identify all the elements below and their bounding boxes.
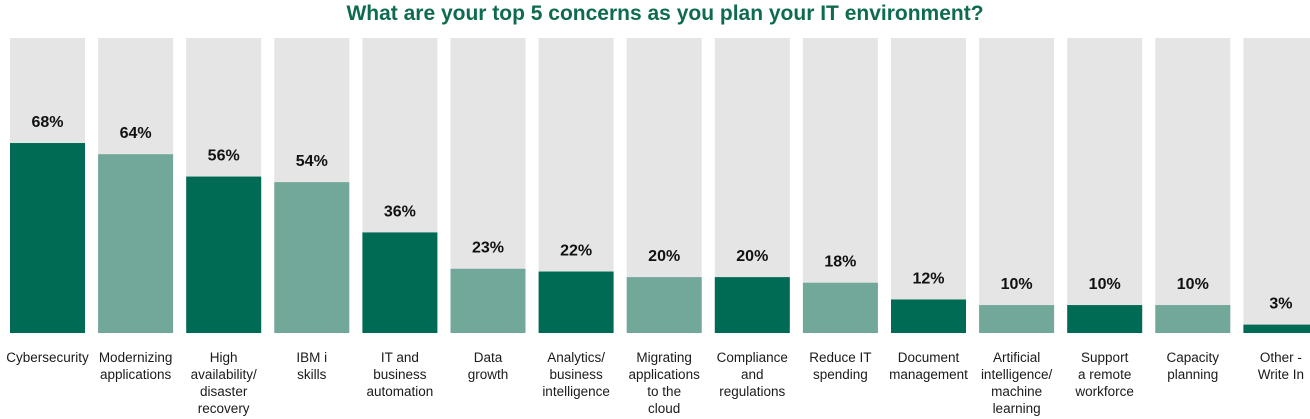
- bar: [1067, 305, 1143, 333]
- bar: [98, 154, 174, 333]
- bar: [979, 305, 1055, 333]
- data-label: 68%: [31, 114, 63, 131]
- category-label-line: Analytics/: [547, 350, 605, 365]
- category-label-line: applications: [628, 367, 700, 382]
- bar: [1243, 324, 1310, 333]
- category-label-line: growth: [467, 367, 509, 382]
- bar: [186, 176, 262, 333]
- category-label-line: skills: [297, 367, 327, 382]
- category-label: Capacity planning: [1145, 349, 1241, 383]
- bar: [274, 182, 350, 333]
- category-label-line: intelligence/: [980, 367, 1053, 382]
- data-label: 3%: [1269, 296, 1292, 313]
- bar-background: [1067, 38, 1143, 333]
- bar: [362, 232, 438, 333]
- category-label: Analytics/business intelligence: [528, 349, 624, 400]
- category-label-line: availability/: [190, 367, 257, 382]
- category-label: Compliance and regulations: [704, 349, 800, 400]
- data-label: 56%: [208, 148, 240, 165]
- category-label-line: spending: [812, 367, 868, 382]
- category-label-line: intelligence: [542, 384, 610, 399]
- category-label: IBM i skills: [264, 349, 360, 383]
- category-label: High availability/disaster recovery: [176, 349, 272, 417]
- category-label: Reduce IT spending: [792, 349, 888, 383]
- category-label: Other - Write In: [1233, 349, 1310, 383]
- data-label: 22%: [560, 243, 592, 260]
- data-label: 10%: [1177, 276, 1209, 293]
- data-label: 20%: [736, 248, 768, 265]
- category-label-line: Capacity: [1166, 350, 1220, 365]
- bar: [10, 143, 85, 333]
- category-label: IT and business automation: [352, 349, 448, 400]
- data-label: 10%: [1089, 276, 1121, 293]
- category-label: Modernizing applications: [88, 349, 184, 383]
- category-label-line: and: [741, 367, 764, 382]
- category-label-line: to the: [647, 384, 682, 399]
- category-label-line: IBM i: [296, 350, 328, 365]
- category-label-line: workforce: [1075, 384, 1134, 399]
- bar: [891, 299, 966, 333]
- category-label-line: Write In: [1257, 367, 1305, 382]
- data-label: 10%: [1001, 276, 1033, 293]
- bar: [714, 277, 790, 333]
- category-label-line: Compliance: [716, 350, 788, 365]
- bar-background: [1243, 38, 1310, 333]
- category-label: Document management: [881, 349, 977, 383]
- category-label-line: disaster: [200, 384, 248, 399]
- category-label-line: IT and: [380, 350, 419, 365]
- bar-background: [979, 38, 1055, 333]
- category-label-line: automation: [366, 384, 434, 399]
- category-label-line: Support: [1081, 350, 1129, 365]
- category-label: Data growth: [440, 349, 536, 383]
- category-label-line: Modernizing: [98, 350, 173, 365]
- category-label-line: business: [373, 367, 427, 382]
- data-label: 36%: [384, 203, 416, 220]
- category-label: Migrating applications to the cloud: [616, 349, 712, 417]
- category-label-line: business: [549, 367, 603, 382]
- category-label-line: a remote: [1078, 367, 1132, 382]
- category-label-line: cloud: [648, 401, 681, 416]
- category-label-line: regulations: [719, 384, 786, 399]
- data-label: 54%: [296, 153, 328, 170]
- category-label-line: Migrating: [636, 350, 692, 365]
- data-label: 64%: [120, 125, 152, 142]
- category-label-line: Reduce IT: [809, 350, 872, 365]
- category-label-line: High: [209, 350, 238, 365]
- bar: [626, 277, 702, 333]
- category-label: Cybersecurity: [0, 349, 96, 366]
- category-label-line: Data: [473, 350, 503, 365]
- category-label-line: planning: [1167, 367, 1219, 382]
- bar: [802, 282, 878, 333]
- data-label: 23%: [472, 240, 504, 257]
- category-label-line: Other -: [1259, 350, 1302, 365]
- category-label-line: applications: [99, 367, 172, 382]
- category-label-line: learning: [992, 401, 1041, 416]
- data-label: 18%: [824, 254, 856, 271]
- category-label-line: recovery: [197, 401, 250, 416]
- category-label-line: Cybersecurity: [6, 350, 89, 365]
- chart-title: What are your top 5 concerns as you plan…: [346, 2, 984, 25]
- category-label-line: management: [889, 367, 968, 382]
- bar: [1155, 305, 1231, 333]
- category-label-line: Artificial: [992, 350, 1041, 365]
- data-label: 12%: [912, 270, 944, 287]
- bar-background: [1155, 38, 1231, 333]
- category-label-line: machine: [991, 384, 1043, 399]
- category-label: Artificial intelligence/machine learning: [969, 349, 1065, 417]
- category-label: Support a remote workforce: [1057, 349, 1153, 400]
- data-label: 20%: [648, 248, 680, 265]
- bar-background: [891, 38, 966, 333]
- bar: [450, 268, 526, 333]
- category-label-line: Document: [897, 350, 960, 365]
- bar: [538, 271, 614, 333]
